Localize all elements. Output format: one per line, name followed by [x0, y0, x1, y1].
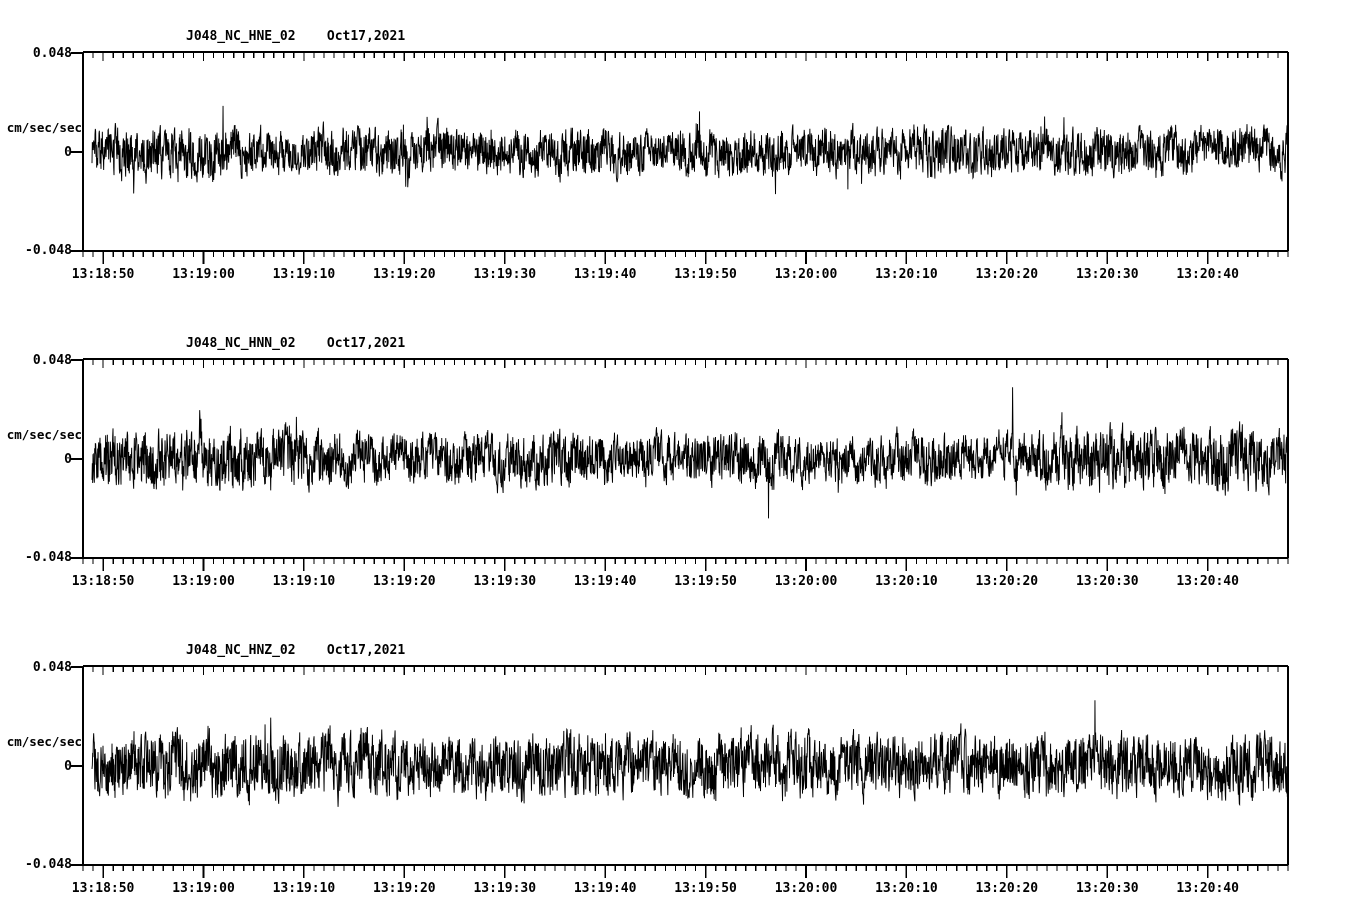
y-tick-min-hne: -0.048	[25, 243, 72, 258]
y-tick-min-hnn: -0.048	[25, 550, 72, 565]
y-tick-min-hnz: -0.048	[25, 857, 72, 872]
seismogram-panel-hnz: J048_NC_HNZ_02 Oct17,2021 0.048 cm/sec/s…	[0, 614, 1358, 924]
x-tick-label: 13:20:30	[1075, 267, 1139, 282]
y-axis-label-hne: cm/sec/sec	[6, 120, 82, 135]
x-tick-label: 13:19:50	[674, 881, 737, 896]
x-tick-label: 13:19:10	[272, 267, 336, 282]
x-tick-label: 13:19:30	[473, 574, 537, 589]
x-tick-label: 13:19:50	[674, 267, 737, 282]
x-tick-label: 13:19:00	[172, 267, 235, 282]
y-tick-max-hne: 0.048	[32, 46, 72, 61]
y-tick-max-hnn: 0.048	[32, 353, 72, 368]
x-tick-label: 13:20:40	[1176, 574, 1239, 589]
x-tick-label: 13:19:40	[573, 267, 637, 282]
waveform-plot-j048_nc_hne_02	[71, 51, 1289, 264]
x-tick-label: 13:20:40	[1176, 267, 1239, 282]
x-tick-label: 13:19:40	[573, 574, 637, 589]
x-tick-label: 13:19:20	[373, 574, 436, 589]
x-tick-label: 13:19:20	[373, 267, 436, 282]
x-tick-label: 13:20:30	[1075, 574, 1139, 589]
y-tick-max-hnz: 0.048	[32, 660, 72, 675]
y-tick-zero-hnn: 0	[64, 452, 72, 467]
panel-title-hnn: J048_NC_HNN_02 Oct17,2021	[186, 336, 406, 351]
x-tick-label: 13:20:10	[875, 881, 938, 896]
x-tick-label: 13:18:50	[71, 267, 135, 282]
x-tick-label: 13:20:00	[774, 574, 838, 589]
y-tick-zero-hnz: 0	[64, 759, 72, 774]
x-tick-label: 13:20:20	[975, 267, 1039, 282]
seismogram-panel-hne: J048_NC_HNE_02 Oct17,2021 0.048 cm/sec/s…	[0, 0, 1358, 300]
x-tick-label: 13:18:50	[71, 881, 135, 896]
waveform-plot-j048_nc_hnz_02	[71, 665, 1289, 878]
panel-title-hne: J048_NC_HNE_02 Oct17,2021	[186, 29, 406, 44]
seismogram-panel-hnn: J048_NC_HNN_02 Oct17,2021 0.048 cm/sec/s…	[0, 307, 1358, 607]
panel-title-hnz: J048_NC_HNZ_02 Oct17,2021	[186, 643, 406, 658]
waveform-plot-j048_nc_hnn_02	[71, 358, 1289, 571]
x-tick-label: 13:20:10	[875, 574, 938, 589]
x-tick-label: 13:18:50	[71, 574, 135, 589]
x-tick-label: 13:20:20	[975, 574, 1039, 589]
x-tick-label: 13:19:00	[172, 881, 235, 896]
x-tick-label: 13:19:10	[272, 881, 336, 896]
x-tick-label: 13:20:40	[1176, 881, 1239, 896]
x-tick-label: 13:19:40	[573, 881, 637, 896]
x-tick-label: 13:19:00	[172, 574, 235, 589]
x-tick-label: 13:20:20	[975, 881, 1039, 896]
x-tick-label: 13:20:30	[1075, 881, 1139, 896]
x-tick-label: 13:19:30	[473, 267, 537, 282]
y-tick-zero-hne: 0	[64, 145, 72, 160]
waveform-trace	[91, 105, 1289, 195]
x-tick-label: 13:20:00	[774, 881, 838, 896]
x-tick-label: 13:19:30	[473, 881, 537, 896]
x-tick-label: 13:20:00	[774, 267, 838, 282]
x-tick-label: 13:20:10	[875, 267, 938, 282]
waveform-trace	[91, 700, 1289, 807]
x-tick-label: 13:19:10	[272, 574, 336, 589]
x-tick-label: 13:19:50	[674, 574, 737, 589]
y-axis-label-hnn: cm/sec/sec	[6, 427, 82, 442]
waveform-trace	[91, 387, 1289, 519]
x-tick-label: 13:19:20	[373, 881, 436, 896]
y-axis-label-hnz: cm/sec/sec	[6, 734, 82, 749]
